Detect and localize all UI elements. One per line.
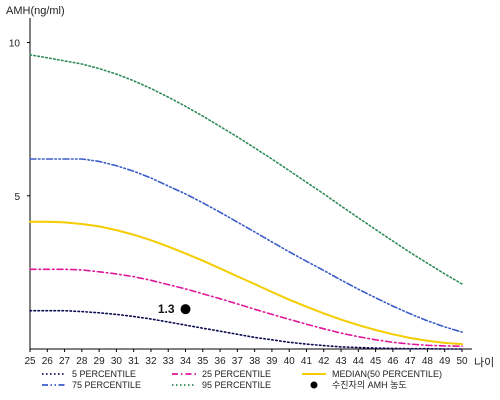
legend: 5 PERCENTILE 25 PERCENTILE MEDIAN(50 PERCE… — [42, 369, 442, 390]
x-tick-label: 42 — [318, 356, 330, 367]
x-tick-label: 38 — [249, 356, 261, 367]
x-tick-label: 49 — [439, 356, 451, 367]
legend-label: 25 PERCENTILE — [202, 369, 271, 379]
x-tick-label: 37 — [232, 356, 244, 367]
x-tick-label: 30 — [111, 356, 123, 367]
series-line-25-percentile — [29, 268, 463, 348]
patient-amh-point — [180, 304, 191, 315]
x-tick-label: 36 — [215, 356, 227, 367]
series-layer — [29, 53, 463, 350]
x-tick-label: 50 — [456, 356, 468, 367]
x-tick-label: 41 — [301, 356, 313, 367]
axes: AMH(ng/ml) 나이 — [6, 5, 494, 369]
x-tick-label: 39 — [266, 356, 278, 367]
x-tick-label: 29 — [94, 356, 106, 367]
x-tick-label: 40 — [284, 356, 296, 367]
x-tick-label: 25 — [24, 356, 36, 367]
x-tick-label: 45 — [370, 356, 382, 367]
y-axis-title: AMH(ng/ml) — [6, 5, 65, 17]
x-tick-label: 28 — [76, 356, 88, 367]
x-tick-label: 43 — [335, 356, 347, 367]
x-tick-label: 26 — [42, 356, 54, 367]
series-line-75-percentile — [29, 158, 463, 333]
patient-amh-value-label: 1.3 — [158, 302, 175, 316]
x-tick-label: 27 — [59, 356, 71, 367]
x-tick-label: 31 — [128, 356, 140, 367]
x-tick-label: 35 — [197, 356, 209, 367]
series-line-5-percentile — [29, 309, 463, 350]
x-tick-label: 32 — [145, 356, 157, 367]
legend-swatch-patient-point — [310, 381, 318, 389]
series-line-median-50-percentile — [29, 220, 463, 346]
legend-label: 수진자의 AMH 농도 — [332, 380, 407, 390]
y-tick-label: 10 — [9, 39, 21, 50]
x-ticks: 25 26 27 28 29 30 31 32 33 34 35 36 37 38 39 40 41 42 43 44… — [24, 349, 468, 367]
x-tick-label: 33 — [163, 356, 175, 367]
y-tick-label: 5 — [14, 192, 20, 203]
x-tick-label: 46 — [387, 356, 399, 367]
x-tick-label: 48 — [422, 356, 434, 367]
legend-label: 95 PERCENTILE — [202, 380, 271, 390]
x-tick-label: 47 — [405, 356, 417, 367]
legend-label: MEDIAN(50 PERCENTILE) — [332, 369, 442, 379]
x-tick-label: 34 — [180, 356, 192, 367]
highlight-point-layer: 1.3 — [158, 302, 191, 316]
series-line-95-percentile — [29, 53, 463, 285]
x-tick-label: 44 — [353, 356, 365, 367]
x-axis-title: 나이 — [474, 356, 494, 369]
legend-label: 5 PERCENTILE — [72, 369, 136, 379]
legend-label: 75 PERCENTILE — [72, 380, 141, 390]
y-ticks: 5 10 — [9, 39, 30, 203]
